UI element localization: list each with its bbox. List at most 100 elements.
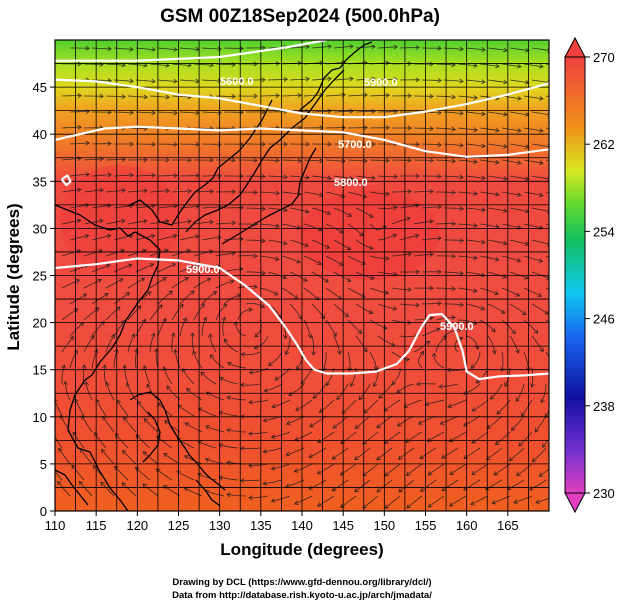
streamline-arrowhead [451,221,456,227]
streamline-arrowhead [171,263,177,268]
streamline [435,335,447,353]
streamline [479,319,496,332]
streamline [171,277,189,289]
streamline-arrowhead [416,381,421,387]
streamline-arrowhead [515,471,521,476]
streamline-arrowhead [371,44,376,50]
streamline [391,367,401,386]
streamline [303,255,322,265]
streamline-arrowhead [473,127,478,133]
streamline-arrowhead [240,478,245,484]
streamline-arrowhead [275,93,280,99]
streamline-arrowhead [384,290,390,295]
streamline-arrowhead [155,468,161,473]
streamline-arrowhead [429,61,434,67]
streamline [509,207,529,213]
streamline-arrowhead [71,464,76,470]
streamline-arrowhead [101,364,107,369]
streamline [487,239,507,245]
streamline [91,47,112,50]
streamline-arrowhead [77,93,82,99]
streamline [171,95,192,98]
streamline-arrowhead [407,189,412,194]
streamline [179,290,195,305]
streamline [157,47,178,51]
streamline-arrowhead [305,174,310,180]
streamline [369,159,390,161]
streamline [457,95,478,99]
streamline [222,317,226,337]
streamline [384,463,401,477]
x-axis-tick-labels: 110 115 120 125 130 135 140 145 150 155 160 165 [45,518,519,533]
streamline [105,334,115,353]
streamline [531,175,549,180]
contour-5800 [55,125,549,158]
streamline-arrowhead [209,188,214,194]
streamline [61,364,65,385]
streamline [418,415,437,425]
streamline-arrowhead [392,233,398,238]
streamline [479,255,499,261]
streamline-arrowhead [162,317,167,323]
streamline-arrowhead [263,388,269,393]
streamline-arrowhead [363,125,368,131]
streamline [513,495,533,504]
streamline [333,303,349,317]
streamline-arrowhead [270,465,276,471]
streamline [355,46,376,49]
x-axis-ticks [54,511,509,516]
streamline [443,175,464,178]
streamline-arrowhead [552,365,556,369]
streamline-arrowhead [204,489,210,495]
streamline-arrowhead [187,188,192,194]
streamline-arrowhead [229,279,235,285]
streamline-arrowhead [521,411,526,417]
streamline-arrowhead [534,427,540,433]
streamline-arrowhead [121,482,127,487]
streamline [205,425,225,433]
streamline [268,351,283,366]
contour-label-5600-east: 5900.0 [364,77,398,89]
streamline [182,368,195,385]
streamline-arrowhead [55,398,58,402]
streamline [103,364,107,385]
streamline-arrowhead [78,480,84,486]
streamline [61,250,81,257]
streamline [226,493,247,497]
streamline-arrowhead [113,348,119,354]
streamline-arrowhead [183,487,189,492]
streamline-arrowhead [116,306,121,311]
streamline [294,463,313,473]
streamline-arrowhead [151,78,156,84]
streamline [443,143,464,146]
streamline-arrowhead [525,144,530,149]
streamline-arrowhead [327,141,332,147]
streamline [122,450,137,465]
streamline-arrowhead [385,158,390,163]
streamline-arrowhead [107,46,112,52]
streamline [511,415,525,431]
streamline-arrowhead [503,208,508,213]
streamline [392,190,412,193]
streamline [420,479,437,492]
streamline [532,447,547,462]
streamline-arrowhead [438,384,443,389]
streamline [333,78,354,81]
streamline [135,174,156,177]
streamline-arrowhead [173,348,179,354]
streamline [493,463,511,476]
streamline-arrowhead [392,306,398,311]
streamline [142,483,159,497]
streamline-arrowhead [393,76,398,82]
streamline-arrowhead [427,503,433,508]
streamline-arrowhead [319,125,324,131]
streamline [342,399,357,414]
streamline-arrowhead [515,397,520,403]
streamline-arrowhead [427,471,433,476]
streamline [123,417,137,433]
contour-label-5700: 5700.0 [338,139,372,151]
streamline-arrowhead [253,61,258,67]
streamline [105,159,126,161]
streamline-arrowhead [142,451,148,456]
streamline-arrowhead [405,471,411,476]
